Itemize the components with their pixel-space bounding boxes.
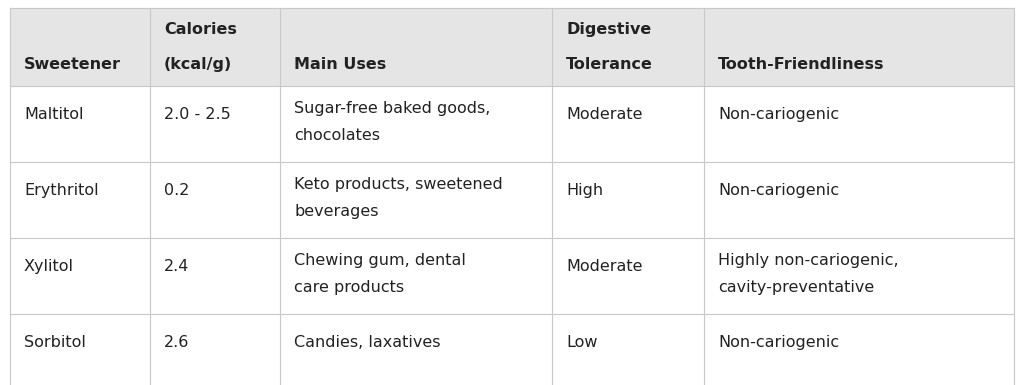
Text: Moderate: Moderate xyxy=(566,107,642,122)
Text: cavity-preventative: cavity-preventative xyxy=(718,280,874,295)
Bar xyxy=(10,238,1014,314)
Text: Sweetener: Sweetener xyxy=(24,57,121,72)
Text: 2.4: 2.4 xyxy=(164,259,189,275)
Text: 2.6: 2.6 xyxy=(164,335,189,350)
Bar xyxy=(10,162,1014,238)
Text: Non-cariogenic: Non-cariogenic xyxy=(718,183,839,198)
Text: Main Uses: Main Uses xyxy=(294,57,386,72)
Text: High: High xyxy=(566,183,603,198)
Text: Sugar-free baked goods,: Sugar-free baked goods, xyxy=(294,101,490,116)
Text: Sorbitol: Sorbitol xyxy=(24,335,86,350)
Text: care products: care products xyxy=(294,280,404,295)
Text: 0.2: 0.2 xyxy=(164,183,189,198)
Text: Moderate: Moderate xyxy=(566,259,642,275)
Text: Non-cariogenic: Non-cariogenic xyxy=(718,107,839,122)
Text: Xylitol: Xylitol xyxy=(24,259,74,275)
Text: Erythritol: Erythritol xyxy=(24,183,98,198)
Text: Low: Low xyxy=(566,335,597,350)
Text: Digestive: Digestive xyxy=(566,22,651,37)
Text: Candies, laxatives: Candies, laxatives xyxy=(294,335,440,350)
Text: Tooth-Friendliness: Tooth-Friendliness xyxy=(718,57,885,72)
Text: Non-cariogenic: Non-cariogenic xyxy=(718,335,839,350)
Text: Maltitol: Maltitol xyxy=(24,107,84,122)
Text: Highly non-cariogenic,: Highly non-cariogenic, xyxy=(718,253,899,268)
Text: 2.0 - 2.5: 2.0 - 2.5 xyxy=(164,107,230,122)
Bar xyxy=(10,314,1014,385)
Text: Calories: Calories xyxy=(164,22,237,37)
Text: Keto products, sweetened: Keto products, sweetened xyxy=(294,177,503,192)
Bar xyxy=(10,86,1014,162)
Text: chocolates: chocolates xyxy=(294,128,380,143)
Bar xyxy=(10,8,1014,86)
Text: Tolerance: Tolerance xyxy=(566,57,653,72)
Text: beverages: beverages xyxy=(294,204,379,219)
Text: (kcal/g): (kcal/g) xyxy=(164,57,232,72)
Text: Chewing gum, dental: Chewing gum, dental xyxy=(294,253,466,268)
